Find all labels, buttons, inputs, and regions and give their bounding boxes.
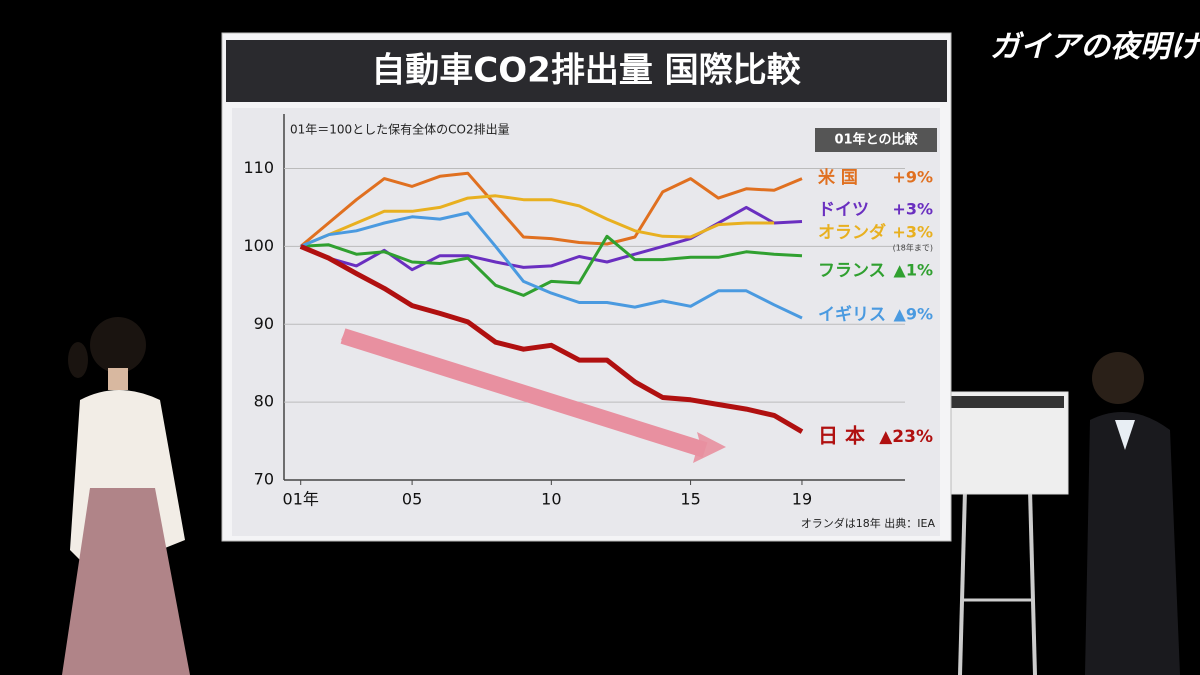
y-tick-label: 110 bbox=[243, 158, 274, 177]
series-line bbox=[300, 211, 803, 320]
logo: ガイアの夜明け bbox=[990, 30, 1200, 65]
series-line bbox=[299, 171, 803, 248]
series-line bbox=[299, 244, 804, 434]
legend-name: フランス bbox=[818, 261, 886, 281]
legend-change: +9% bbox=[892, 168, 933, 187]
chart-title: 自動車CO2排出量 国際比較 bbox=[371, 51, 801, 91]
legend-header: 01年との比較 bbox=[835, 132, 919, 148]
legend-change: ▲9% bbox=[894, 305, 933, 324]
y-tick-label: 90 bbox=[254, 314, 274, 333]
subtitle: 01年＝100とした保有全体のCO2排出量 bbox=[290, 122, 510, 137]
y-tick-label: 80 bbox=[254, 392, 274, 411]
legend-change: +3% bbox=[892, 200, 933, 219]
x-tick-label: 19 bbox=[792, 490, 812, 509]
legend-name: 米 国 bbox=[818, 167, 858, 188]
x-tick-label: 01年 bbox=[283, 490, 319, 509]
legend-header-bg bbox=[815, 128, 937, 152]
legend-name: ドイツ bbox=[818, 200, 869, 220]
footnote: オランダは18年 出典：IEA bbox=[801, 516, 936, 530]
legend-name: 日 本 bbox=[818, 424, 865, 448]
legend-note: (18年まで) bbox=[893, 243, 933, 253]
y-tick-label: 70 bbox=[254, 470, 274, 489]
title-bar bbox=[226, 40, 947, 102]
chart-area bbox=[232, 108, 940, 536]
series-line bbox=[300, 194, 775, 248]
legend-change: ▲1% bbox=[894, 261, 933, 280]
y-tick-label: 100 bbox=[243, 236, 274, 255]
x-tick-label: 05 bbox=[402, 490, 422, 509]
legend-change: ▲23% bbox=[879, 427, 933, 447]
presenter-left bbox=[62, 317, 190, 675]
x-tick-label: 15 bbox=[680, 490, 700, 509]
x-tick-label: 10 bbox=[541, 490, 561, 509]
trend-arrow-body bbox=[340, 328, 708, 458]
legend-change: +3% bbox=[892, 223, 933, 242]
series-line bbox=[300, 205, 803, 272]
presenter-right bbox=[929, 352, 1180, 675]
legend-name: イギリス bbox=[818, 305, 886, 325]
legend-name: オランダ bbox=[818, 222, 886, 243]
series-line bbox=[300, 234, 803, 297]
